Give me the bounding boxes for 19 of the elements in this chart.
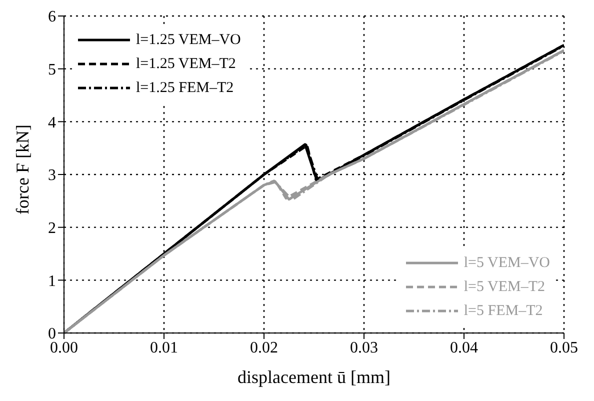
legend-label: l=5 FEM–T2 (464, 302, 543, 320)
legend-label: l=1.25 FEM–T2 (136, 80, 234, 96)
y-tick-label: 1 (48, 272, 56, 290)
legend-label: l=1.25 VEM–T2 (136, 56, 236, 72)
legend-label: l=1.25 VEM–VO (136, 32, 241, 48)
x-tick-label: 0.03 (350, 339, 378, 356)
y-tick-label: 4 (48, 114, 56, 132)
y-tick-label: 2 (48, 220, 56, 238)
legend-label: l=5 VEM–VO (464, 254, 550, 272)
y-tick-label: 6 (48, 8, 56, 26)
x-tick-label: 0.01 (150, 339, 178, 356)
y-tick-label: 3 (48, 167, 56, 184)
y-tick-label: 5 (48, 62, 56, 79)
x-tick-label: 0.04 (450, 339, 478, 356)
x-axis-title: displacement ū [mm] (238, 367, 390, 387)
x-tick-label: 0.05 (550, 339, 578, 356)
legend-label: l=5 VEM–T2 (464, 278, 545, 296)
x-tick-label: 0.02 (250, 339, 278, 356)
y-axis-title: force F [kN] (12, 124, 32, 214)
